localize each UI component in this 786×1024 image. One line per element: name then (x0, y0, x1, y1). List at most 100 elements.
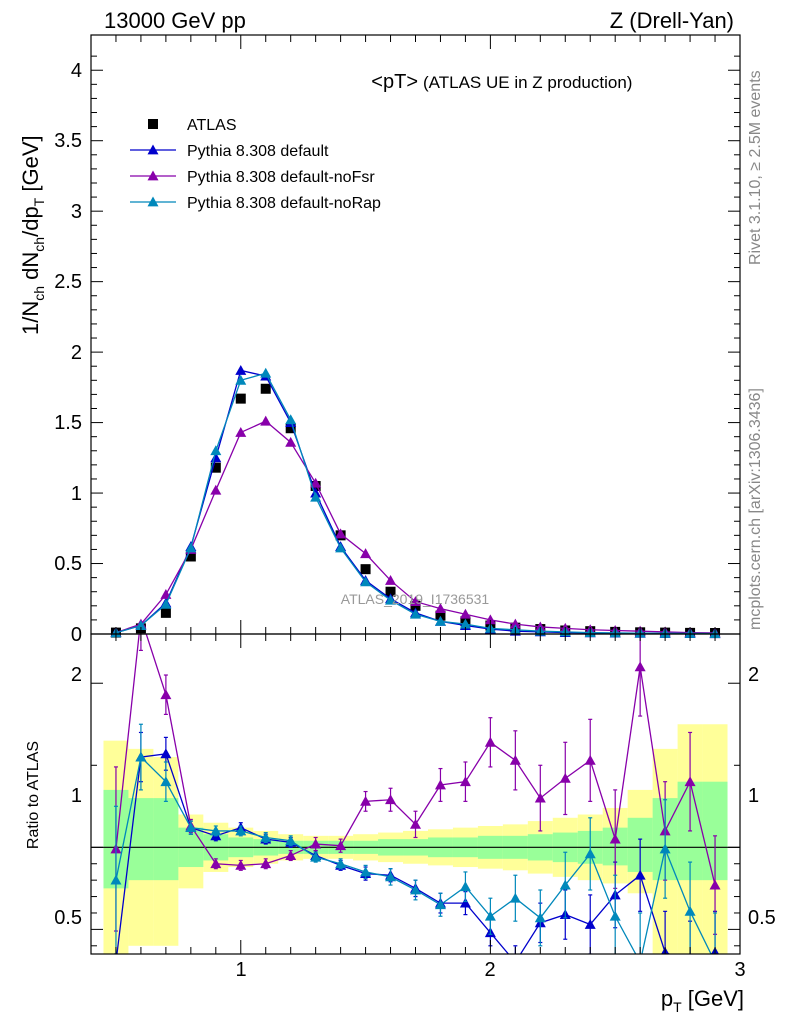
uncertainty-band-green (128, 798, 154, 881)
series-marker (434, 603, 446, 614)
main-y-tick-label: 2 (71, 342, 82, 364)
main-y-tick-label: 0 (71, 624, 82, 646)
ratio-marker (685, 957, 696, 967)
series-marker (135, 620, 147, 630)
ratio-marker (185, 822, 197, 833)
ratio-marker (335, 858, 347, 869)
data-point-atlas (435, 610, 446, 621)
ylabel-sub-1: ch (31, 286, 47, 301)
ratio-y-axis-label: Ratio to ATLAS (25, 741, 42, 849)
main-y-tick-label: 3.5 (54, 130, 82, 152)
legend-marker (147, 170, 159, 181)
xlabel-sub: T (673, 999, 682, 1015)
ratio-marker (635, 957, 646, 967)
ratio-marker (484, 736, 496, 747)
series-marker (410, 608, 421, 619)
series-marker (285, 414, 297, 425)
x-tick-label: 1 (235, 959, 246, 981)
ratio-marker (684, 776, 696, 787)
ratio-marker (260, 831, 272, 842)
main-plot-panel (90, 34, 741, 639)
ratio-marker (584, 754, 596, 765)
ratio-marker (659, 843, 671, 854)
legend-label: ATLAS (187, 117, 237, 134)
ratio-marker (235, 825, 247, 836)
legend-label: Pythia 8.308 default (187, 143, 329, 160)
ratio-y-tick-label: 2 (71, 664, 82, 686)
ratio-marker (285, 850, 297, 860)
x-axis-label: pT [GeV] (661, 986, 744, 1015)
data-point-atlas (235, 393, 246, 404)
ratio-marker (235, 859, 247, 870)
x-tick-labels: 1 2 3 (235, 959, 745, 981)
ratio-plot-panel (90, 633, 741, 967)
x-tick-label: 2 (484, 959, 495, 981)
legend-marker (147, 144, 159, 155)
ratio-y-tick-label-right: 2 (748, 664, 759, 686)
ratio-marker (160, 776, 172, 787)
header-right: Z (Drell-Yan) (610, 8, 734, 33)
main-title: <pT> (371, 71, 418, 93)
series-marker (210, 484, 222, 495)
ratio-marker (210, 858, 222, 869)
ratio-marker (110, 874, 122, 885)
xlabel-part-2: [GeV] (682, 986, 744, 1011)
ratio-y-tick-label: 0.5 (54, 907, 82, 929)
ratio-marker (559, 772, 571, 783)
ratio-marker (385, 794, 397, 805)
ylabel-part-2: dN (18, 252, 43, 286)
main-y-tick-label: 3 (71, 201, 82, 223)
ratio-marker (634, 661, 646, 672)
ratio-marker (484, 910, 496, 921)
ratio-marker (584, 848, 596, 859)
ratio-marker (709, 879, 721, 890)
ratio-marker (510, 957, 521, 967)
rivet-label: Rivet 3.1.10, ≥ 2.5M events (747, 70, 764, 265)
series-marker (210, 445, 222, 456)
ratio-marker (260, 858, 272, 869)
series-marker (335, 542, 347, 553)
mcplots-label: mcplots.cern.ch [arXiv:1306.3436] (747, 388, 764, 630)
ylabel-sub-2: ch (31, 237, 47, 252)
series-marker (360, 576, 372, 587)
ratio-y-tick-labels: 0.5 1 2 0.5 1 2 (54, 664, 776, 929)
ylabel-part-4: [GeV] (18, 135, 43, 197)
main-subtitle: (ATLAS UE in Z production) (423, 73, 632, 92)
ratio-marker (160, 748, 172, 759)
series-marker (434, 615, 446, 626)
ylabel-sub-3: T (31, 197, 47, 206)
series-marker (160, 598, 172, 609)
data-point-atlas (260, 383, 271, 394)
ratio-marker (210, 825, 222, 836)
ratio-y-tick-label-right: 0.5 (748, 907, 776, 929)
series-marker (185, 542, 197, 553)
data-point-atlas (210, 462, 221, 473)
series-marker (509, 618, 521, 629)
data-point-atlas (160, 607, 171, 618)
ratio-marker (310, 838, 322, 849)
ratio-marker (534, 912, 546, 923)
main-y-axis-label: 1/Nch dNch/dpT [GeV] (18, 135, 47, 335)
series-marker (385, 574, 397, 585)
series-marker (484, 614, 496, 625)
series-marker (235, 374, 247, 385)
ratio-y-tick-label: 1 (71, 785, 82, 807)
uncertainty-band-green (153, 798, 179, 881)
ratio-y-tick-label-right: 1 (748, 785, 759, 807)
legend-marker (147, 196, 159, 207)
series-marker (335, 528, 347, 539)
legend-label: Pythia 8.308 default-noRap (187, 195, 381, 212)
ratio-marker (684, 905, 696, 916)
ratio-marker (160, 689, 172, 700)
ratio-marker (135, 751, 147, 762)
ratio-marker (609, 833, 621, 844)
data-point-atlas (360, 564, 371, 575)
main-y-tick-labels: 0 0.5 1 1.5 2 2.5 3 3.5 4 (54, 60, 82, 646)
main-y-tick-label: 0.5 (54, 553, 82, 575)
series-marker (235, 364, 247, 375)
series-marker (285, 436, 297, 447)
header-left: 13000 GeV pp (104, 8, 246, 33)
series-marker (410, 596, 421, 606)
series-marker (260, 415, 272, 426)
